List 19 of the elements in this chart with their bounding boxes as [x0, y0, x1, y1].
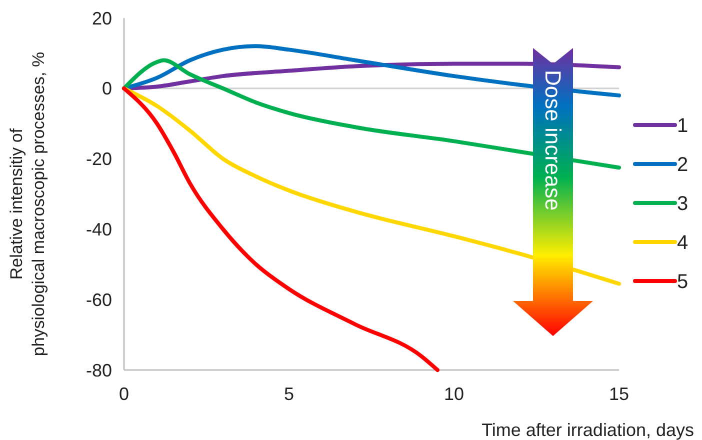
x-tick-label: 15: [608, 384, 630, 404]
y-tick-label: -40: [86, 220, 112, 240]
y-tick-label: -20: [86, 149, 112, 170]
y-axis-title: Relative intensitiy of physiological macroscopic processes, %: [7, 52, 48, 356]
y-tick-label: 0: [102, 78, 112, 99]
x-axis-title: Time after irradiation, days: [482, 420, 694, 440]
legend-label: 5: [677, 271, 688, 293]
y-tick-label: 20: [92, 8, 112, 28]
annotation: Dose increase: [540, 70, 566, 211]
legend-label: 4: [677, 232, 688, 254]
y-tick-label: -60: [86, 290, 112, 310]
line-series: [122, 86, 440, 372]
x-tick-label: 0: [118, 384, 130, 404]
legend-label: 1: [677, 115, 688, 137]
y-tick-label: -80: [86, 360, 112, 380]
legend-label: 2: [677, 154, 688, 176]
legend-label: 3: [677, 193, 688, 215]
x-tick-label: 10: [444, 384, 464, 404]
x-tick-label: 5: [284, 384, 294, 404]
